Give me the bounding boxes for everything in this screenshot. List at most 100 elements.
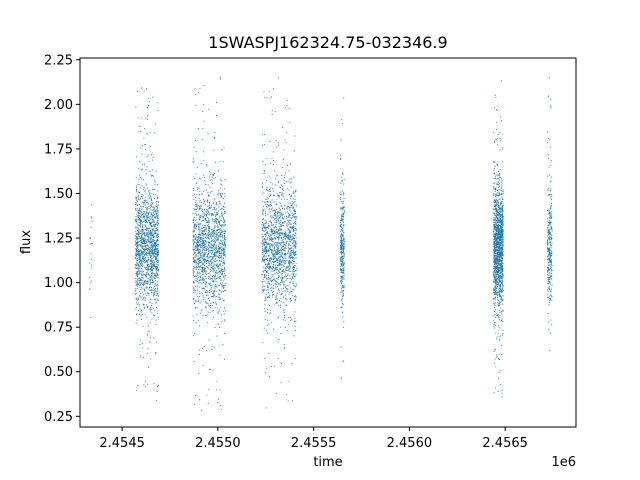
data-point <box>288 262 291 264</box>
data-point <box>276 284 278 286</box>
data-point <box>207 303 209 305</box>
data-point <box>138 277 140 279</box>
data-point <box>279 263 281 265</box>
data-point <box>210 233 212 235</box>
data-point <box>277 244 279 246</box>
data-point <box>199 243 201 245</box>
data-point <box>223 245 225 247</box>
data-point <box>340 155 342 157</box>
data-point <box>341 243 343 245</box>
data-point <box>291 261 293 263</box>
data-point <box>343 360 345 362</box>
data-point <box>151 274 153 276</box>
data-point <box>214 240 216 242</box>
data-point <box>149 269 151 271</box>
data-point <box>207 254 209 256</box>
data-point <box>156 211 158 213</box>
data-point <box>288 244 290 246</box>
data-point <box>293 198 295 200</box>
data-point <box>289 232 292 234</box>
data-point <box>261 245 264 248</box>
data-point <box>270 208 272 210</box>
data-point <box>135 208 137 210</box>
data-point <box>262 248 264 251</box>
data-point <box>280 211 282 213</box>
data-point <box>155 400 157 402</box>
data-point <box>140 282 142 284</box>
data-point <box>341 306 343 308</box>
data-point <box>291 256 293 258</box>
data-point <box>153 132 155 134</box>
data-point <box>200 214 202 216</box>
data-point <box>262 186 264 188</box>
data-point <box>140 211 143 213</box>
data-point <box>272 190 274 192</box>
data-point <box>150 305 152 307</box>
data-point <box>220 276 222 278</box>
data-point <box>90 317 92 319</box>
data-point <box>154 259 157 261</box>
data-point <box>222 161 225 163</box>
data-point <box>340 307 342 309</box>
data-point <box>292 215 294 217</box>
data-point <box>205 238 207 240</box>
data-point <box>278 238 280 240</box>
data-point <box>291 223 293 225</box>
data-point <box>195 285 197 287</box>
data-point <box>149 337 152 339</box>
data-point <box>199 271 201 273</box>
data-point <box>199 252 201 255</box>
data-point <box>143 220 145 222</box>
data-point <box>156 208 158 210</box>
data-point <box>147 283 149 285</box>
data-point <box>219 282 222 284</box>
data-point <box>155 270 157 272</box>
data-point <box>280 259 282 261</box>
data-point <box>295 237 297 239</box>
data-point <box>212 229 214 231</box>
data-point <box>283 316 285 319</box>
data-point <box>270 256 272 258</box>
data-point <box>198 230 200 232</box>
data-point <box>273 246 276 248</box>
data-point <box>265 296 267 298</box>
data-point <box>214 222 216 224</box>
data-point <box>214 176 216 178</box>
data-point <box>281 281 283 283</box>
data-point <box>220 252 222 254</box>
data-point <box>151 154 153 156</box>
data-point <box>223 228 225 230</box>
data-point <box>137 223 139 226</box>
data-point <box>210 282 212 284</box>
data-point <box>213 245 215 247</box>
data-point <box>273 234 276 236</box>
data-point <box>214 307 216 309</box>
data-point <box>224 242 226 244</box>
data-point <box>153 382 155 384</box>
data-point <box>140 220 143 222</box>
data-point <box>214 207 216 209</box>
data-point <box>272 296 274 298</box>
data-point <box>269 234 272 236</box>
data-point <box>204 227 206 229</box>
data-point <box>286 105 288 107</box>
data-point <box>276 292 278 294</box>
data-point <box>267 288 269 291</box>
data-point <box>148 247 150 249</box>
data-point <box>137 257 139 259</box>
data-point <box>156 195 158 197</box>
data-point <box>153 259 155 261</box>
data-point <box>138 299 140 301</box>
data-point <box>270 217 272 219</box>
data-point <box>211 183 213 185</box>
data-point <box>211 280 213 282</box>
data-point <box>157 230 159 232</box>
data-point <box>195 255 197 257</box>
data-point <box>340 260 342 262</box>
data-point <box>262 218 265 220</box>
data-point <box>193 282 196 284</box>
data-point <box>138 234 140 236</box>
data-point <box>199 200 201 202</box>
data-point <box>157 259 159 261</box>
data-point <box>293 234 295 237</box>
